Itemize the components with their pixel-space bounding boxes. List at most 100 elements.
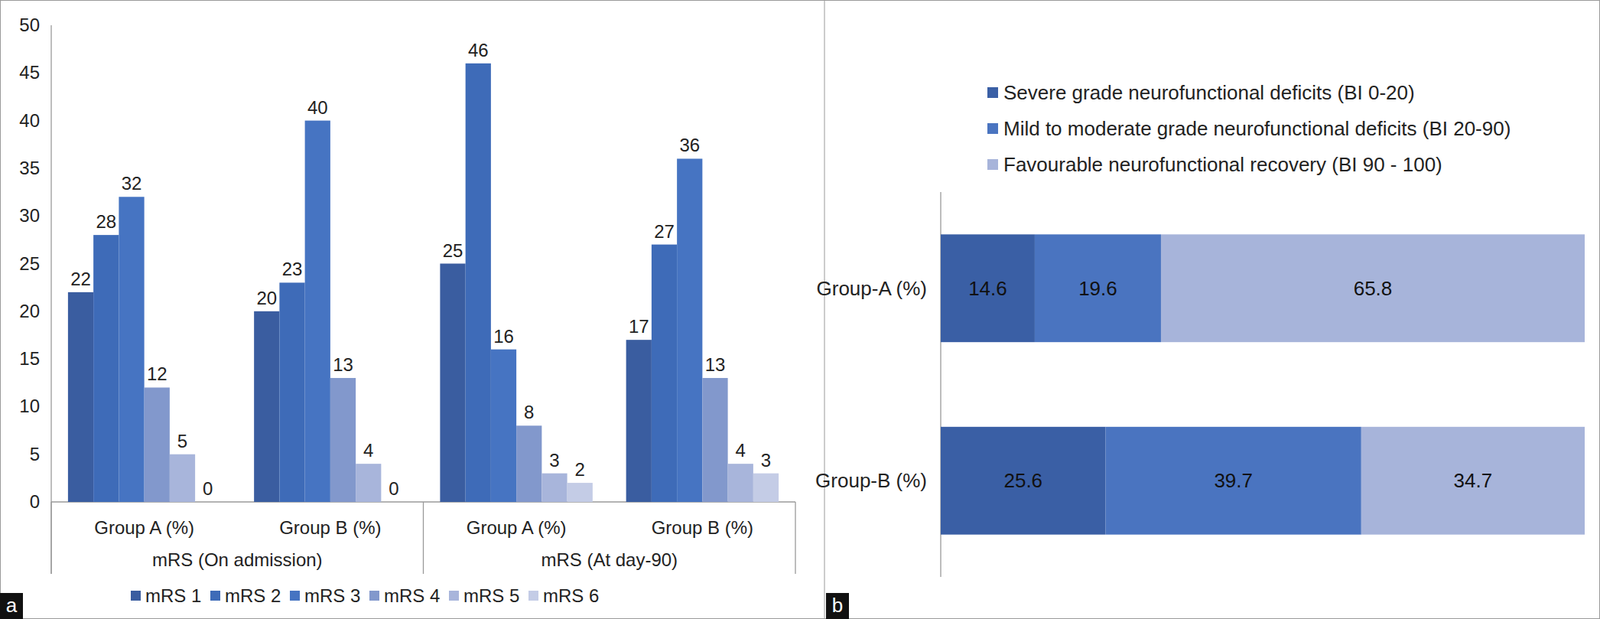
panel-label-box	[0, 592, 23, 619]
data-label: 36	[679, 134, 700, 156]
bar	[355, 463, 381, 502]
legend-label: mRS 5	[463, 585, 520, 606]
bar	[169, 454, 196, 502]
y-axis	[50, 25, 52, 574]
data-label: 4	[363, 439, 374, 461]
legend-label: mRS 3	[304, 585, 361, 606]
legend-label: Favourable neurofunctional recovery (BI …	[1003, 152, 1443, 176]
bar	[567, 482, 593, 502]
bar	[93, 234, 119, 502]
y-tick-label: 15	[19, 347, 40, 369]
legend-swatch	[528, 590, 539, 601]
bar-segment	[1361, 426, 1585, 535]
legend-swatch	[130, 590, 141, 601]
bar	[195, 501, 221, 503]
bar	[380, 501, 407, 503]
data-label: 34.7	[1453, 468, 1493, 492]
y-tick-label: 0	[29, 491, 40, 512]
bar	[330, 377, 356, 502]
data-label: 3	[549, 449, 560, 471]
category-label: Group B (%)	[279, 517, 381, 538]
bar	[541, 473, 567, 502]
data-label: 14.6	[968, 276, 1008, 300]
legend-label: mRS 1	[145, 585, 202, 606]
bar-segment	[1034, 234, 1161, 342]
group-label: mRS (On admission)	[152, 549, 323, 570]
data-label: 13	[332, 354, 354, 375]
data-label: 17	[628, 315, 650, 337]
legend-label: Severe grade neurofunctional deficits (B…	[1003, 81, 1415, 105]
data-label: 25.6	[1003, 468, 1043, 492]
data-label: 27	[653, 221, 675, 242]
bar	[626, 339, 652, 502]
y-tick-label: 35	[19, 157, 40, 179]
data-label: 65.8	[1353, 276, 1393, 300]
bar-segment	[1160, 234, 1585, 342]
y-tick-label: 20	[19, 300, 40, 322]
y-tick-label: 45	[19, 61, 40, 83]
category-label: Group A (%)	[94, 517, 195, 538]
data-label: 16	[493, 325, 514, 347]
bar	[728, 463, 754, 502]
y-tick-label: 50	[19, 14, 40, 36]
legend-swatch	[987, 87, 999, 98]
data-label: 3	[760, 449, 771, 471]
data-labels: 222025172823462732401636121381354340023	[70, 39, 771, 499]
data-label: 40	[307, 97, 329, 118]
bar	[651, 244, 677, 502]
y-tick-label: 30	[19, 204, 40, 226]
figure: 05101520253035404550mRS (On admission)mR…	[0, 0, 1600, 619]
group-label: mRS (At day-90)	[540, 549, 678, 570]
data-label: 25	[442, 240, 464, 261]
data-label: 19.6	[1078, 276, 1118, 300]
data-label: 22	[70, 268, 92, 290]
legend-swatch	[987, 123, 999, 134]
bar	[305, 120, 331, 502]
legend-label: mRS 6	[543, 585, 599, 606]
chart-b: Severe grade neurofunctional deficits (B…	[815, 81, 1585, 577]
panel-label: a	[6, 593, 18, 617]
y-tick-label: 5	[29, 443, 40, 465]
group-separator	[422, 501, 424, 574]
bars	[68, 63, 779, 502]
data-label: 13	[705, 354, 726, 375]
data-label: 28	[95, 211, 117, 232]
data-label: 32	[121, 172, 143, 194]
panel-label: b	[832, 593, 843, 617]
legend-swatch	[289, 590, 300, 601]
legend-swatch	[448, 590, 459, 601]
bar	[439, 263, 466, 503]
category-label: Group-B (%)	[815, 468, 927, 492]
data-label: 39.7	[1213, 468, 1253, 492]
data-label: 46	[468, 39, 489, 61]
bar	[68, 292, 94, 502]
data-label: 20	[256, 287, 277, 309]
bar	[702, 377, 728, 502]
bar	[516, 425, 542, 502]
bar	[279, 282, 305, 502]
data-label: 8	[523, 401, 534, 423]
bars	[940, 234, 1585, 534]
bar	[676, 158, 703, 502]
bar-segment	[1105, 426, 1362, 535]
y-tick-label: 10	[19, 395, 40, 417]
y-tick-label: 40	[19, 110, 40, 131]
legend-label: mRS 2	[224, 585, 281, 606]
bar-segment	[940, 426, 1106, 535]
legend-label: Mild to moderate grade neurofunctional d…	[1003, 117, 1511, 140]
category-label: Group A (%)	[466, 517, 567, 538]
data-labels: 14.6 19.6 65.8 25.6 39.7 34.7	[968, 276, 1493, 493]
data-label: 4	[735, 439, 746, 461]
bar	[253, 311, 280, 502]
data-label: 0	[202, 478, 213, 499]
data-label: 23	[282, 258, 303, 280]
chart-a: 05101520253035404550mRS (On admission)mR…	[19, 14, 796, 606]
legend-swatch	[987, 159, 999, 170]
legend-swatch	[369, 590, 380, 601]
panel-label-box	[826, 592, 849, 619]
group-separator	[50, 501, 52, 574]
bar	[144, 386, 170, 502]
frame	[0, 0, 1600, 619]
bar	[753, 473, 779, 502]
data-label: 2	[575, 458, 586, 480]
